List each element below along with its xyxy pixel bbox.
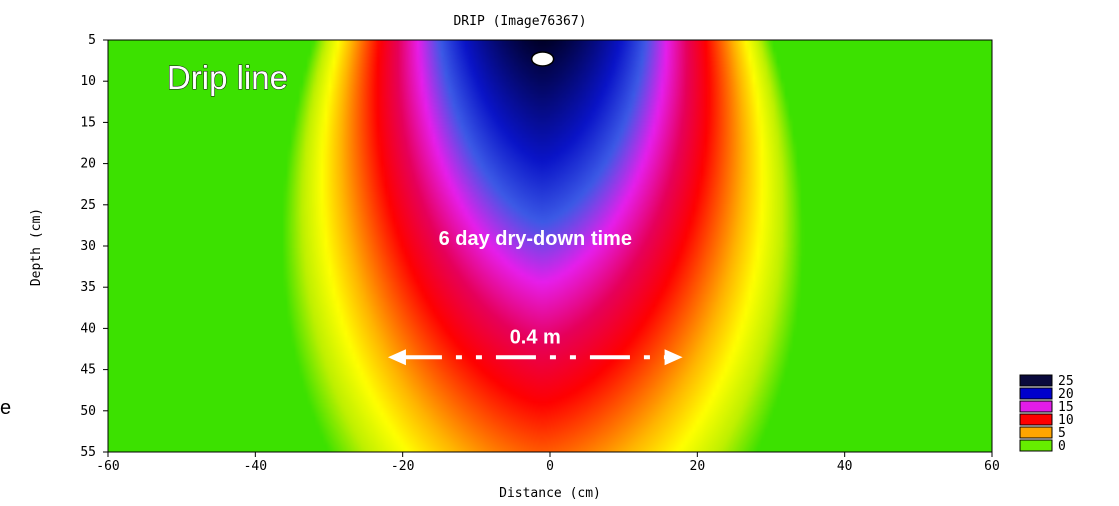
legend-label: 5 (1058, 426, 1066, 441)
x-tick-label: -40 (244, 459, 267, 474)
x-tick-label: 60 (984, 459, 1000, 474)
x-tick-label: -20 (391, 459, 414, 474)
arrow-head-left (387, 349, 406, 366)
y-tick-label: 15 (80, 115, 96, 130)
legend-swatch (1019, 400, 1053, 413)
legend-swatch (1019, 387, 1053, 400)
legend-label: 15 (1058, 400, 1074, 415)
drip-emitter-marker (530, 51, 555, 67)
y-tick-label: 5 (88, 33, 96, 48)
y-tick-label: 30 (80, 239, 96, 254)
legend-swatch (1019, 439, 1053, 452)
x-tick-label: 40 (837, 459, 853, 474)
y-tick-label: 40 (80, 321, 96, 336)
y-axis-label: Depth (cm) (29, 208, 44, 286)
x-tick-label: -60 (96, 459, 119, 474)
y-tick-label: 55 (80, 445, 96, 460)
x-axis-label: Distance (cm) (499, 486, 601, 501)
drip-line-annotation: Drip line (167, 59, 288, 96)
legend-label: 20 (1058, 387, 1074, 402)
y-axis: 5 10 15 20 25 30 35 40 45 50 55 (80, 33, 108, 460)
legend-label: 10 (1058, 413, 1074, 428)
y-tick-label: 45 (80, 363, 96, 378)
chart-title: DRIP (Image76367) (453, 14, 586, 29)
legend-label: 25 (1058, 374, 1074, 389)
dry-down-annotation: 6 day dry-down time (439, 228, 632, 250)
legend-swatch (1019, 413, 1053, 426)
heatmap-image (108, 40, 992, 452)
legend-swatch (1019, 374, 1053, 387)
legend-swatch (1019, 426, 1053, 439)
arrow-head-right (664, 349, 683, 366)
x-axis: -60 -40 -20 0 20 40 60 (96, 452, 1000, 474)
edge-text-fragment: e (0, 397, 11, 419)
width-arrow (387, 349, 683, 366)
heatmap-field (108, 40, 992, 452)
y-tick-label: 20 (80, 157, 96, 172)
y-tick-label: 10 (80, 74, 96, 89)
y-tick-label: 35 (80, 280, 96, 295)
x-tick-label: 20 (690, 459, 706, 474)
x-tick-label: 0 (546, 459, 554, 474)
legend-label: 0 (1058, 439, 1066, 454)
width-annotation: 0.4 m (510, 327, 561, 349)
y-tick-label: 50 (80, 404, 96, 419)
y-tick-label: 25 (80, 198, 96, 213)
